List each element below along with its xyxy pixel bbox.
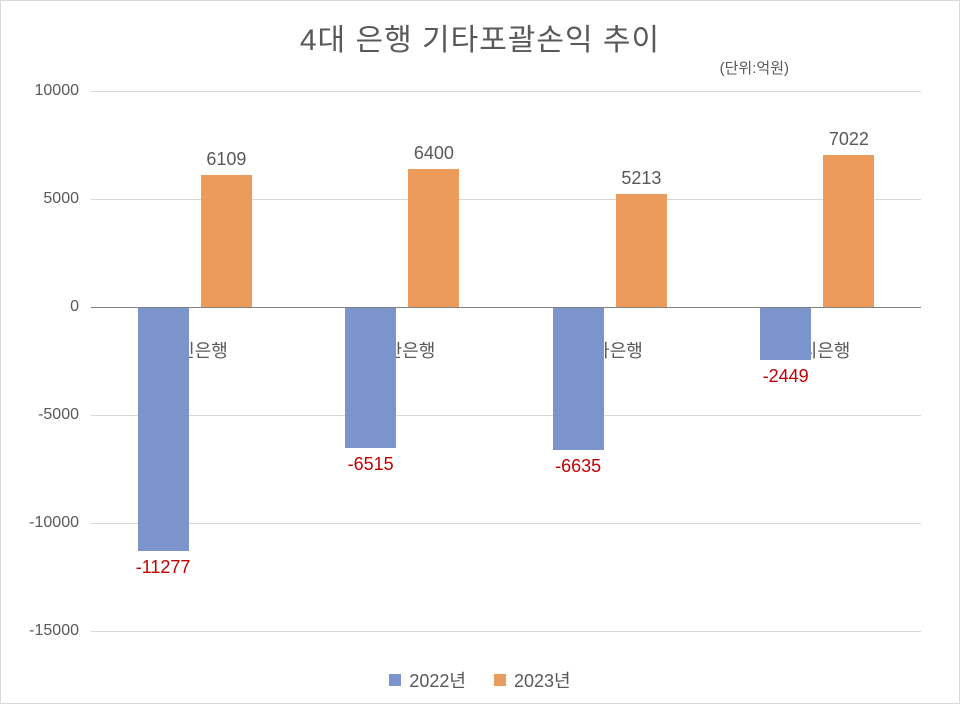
value-label: 7022 [829, 129, 869, 150]
value-label: -6515 [348, 454, 394, 475]
value-label: -6635 [555, 456, 601, 477]
gridline [91, 91, 921, 92]
y-tick-label: -10000 [29, 514, 91, 532]
bar [345, 307, 396, 448]
bar [408, 169, 459, 307]
legend-item: 2022년 [389, 667, 466, 693]
zero-axis-line [91, 307, 921, 308]
value-label: 5213 [621, 168, 661, 189]
bar [138, 307, 189, 551]
y-tick-label: 10000 [35, 82, 92, 100]
bar [760, 307, 811, 360]
y-tick-label: -5000 [38, 406, 91, 424]
chart-container: 4대 은행 기타포괄손익 추이 (단위:억원) 10000 5000 0 -5000 -… [0, 0, 960, 704]
legend: 2022년 2023년 [1, 667, 959, 693]
legend-label: 2022년 [409, 667, 466, 693]
bar [201, 175, 252, 307]
y-tick-label: 5000 [43, 190, 91, 208]
bar [553, 307, 604, 450]
bar [616, 194, 667, 307]
value-label: -11277 [136, 557, 191, 578]
gridline [91, 523, 921, 524]
value-label: 6109 [206, 149, 246, 170]
legend-label: 2023년 [514, 667, 571, 693]
value-label: -2449 [763, 366, 809, 387]
legend-item: 2023년 [494, 667, 571, 693]
gridline [91, 631, 921, 632]
value-label: 6400 [414, 143, 454, 164]
chart-subtitle: (단위:억원) [720, 57, 789, 78]
legend-swatch [389, 674, 401, 686]
y-tick-label: 0 [70, 298, 91, 316]
bar [823, 155, 874, 307]
legend-swatch [494, 674, 506, 686]
gridline [91, 415, 921, 416]
chart-title: 4대 은행 기타포괄손익 추이 [1, 15, 959, 59]
y-tick-label: -15000 [29, 622, 91, 640]
plot-area: 1000050000-5000-10000-15000-112776109국민은… [91, 91, 921, 631]
